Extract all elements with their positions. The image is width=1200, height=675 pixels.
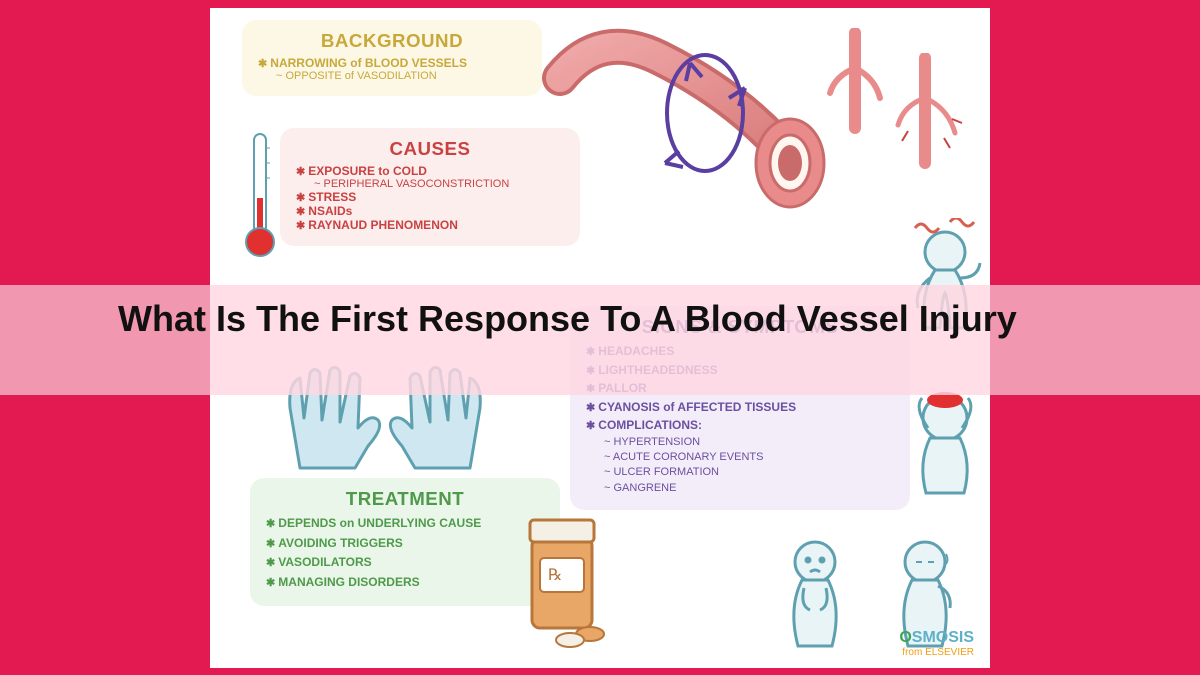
causes-title: CAUSES bbox=[296, 138, 564, 160]
pallor-figure-icon bbox=[770, 528, 860, 658]
list-item: NARROWING of BLOOD VESSELS OPPOSITE of V… bbox=[258, 56, 526, 82]
list-item: MANAGING DISORDERS bbox=[266, 573, 544, 593]
list-item: CYANOSIS of AFFECTED TISSUES bbox=[586, 398, 894, 417]
headache-figure-icon bbox=[900, 378, 990, 498]
vessel-branch-constricted-icon bbox=[890, 53, 970, 173]
pill-bottle-icon: ℞ bbox=[510, 508, 620, 648]
list-item: DEPENDS on UNDERLYING CAUSE bbox=[266, 514, 544, 534]
causes-list: EXPOSURE to COLD PERIPHERAL VASOCONSTRIC… bbox=[296, 164, 564, 232]
list-item: VASODILATORS bbox=[266, 553, 544, 573]
list-item: EXPOSURE to COLD PERIPHERAL VASOCONSTRIC… bbox=[296, 164, 564, 190]
background-list: NARROWING of BLOOD VESSELS OPPOSITE of V… bbox=[258, 56, 526, 82]
list-item: STRESS bbox=[296, 190, 564, 204]
treatment-list: DEPENDS on UNDERLYING CAUSE AVOIDING TRI… bbox=[266, 514, 544, 592]
list-item: AVOIDING TRIGGERS bbox=[266, 534, 544, 554]
list-item: COMPLICATIONS: HYPERTENSION ACUTE CORONA… bbox=[586, 416, 894, 496]
blood-vessel-icon bbox=[540, 18, 840, 238]
svg-text:℞: ℞ bbox=[548, 567, 562, 584]
background-title: BACKGROUND bbox=[258, 30, 526, 52]
section-causes: CAUSES EXPOSURE to COLD PERIPHERAL VASOC… bbox=[280, 128, 580, 246]
section-background: BACKGROUND NARROWING of BLOOD VESSELS OP… bbox=[242, 20, 542, 96]
list-item: NSAIDs bbox=[296, 204, 564, 218]
treatment-title: TREATMENT bbox=[266, 488, 544, 510]
list-item: RAYNAUD PHENOMENON bbox=[296, 218, 564, 232]
brand-logo: OSMOSIS from ELSEVIER bbox=[899, 629, 974, 658]
page-headline: What Is The First Response To A Blood Ve… bbox=[118, 296, 1018, 341]
vessel-branch-normal-icon bbox=[820, 28, 890, 138]
thermometer-icon bbox=[240, 128, 280, 268]
